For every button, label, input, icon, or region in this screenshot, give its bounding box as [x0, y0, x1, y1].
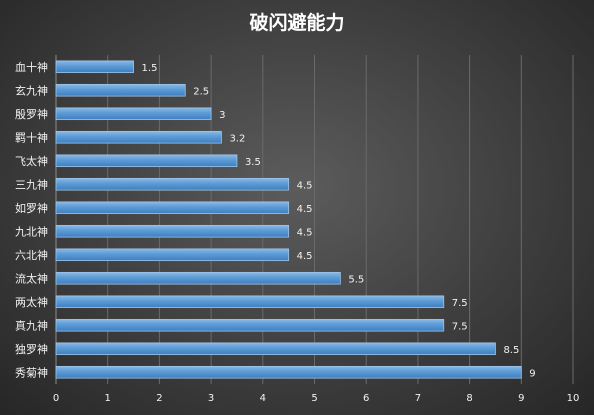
bar	[55, 107, 212, 121]
category-label: 独罗神	[15, 342, 48, 356]
bar	[55, 177, 290, 191]
data-label: 1.5	[142, 63, 158, 74]
chart-title: 破闪避能力	[249, 11, 344, 34]
data-label: 7.5	[452, 298, 468, 309]
bar-layer	[55, 60, 522, 379]
x-tick-label: 8	[466, 393, 472, 404]
data-label: 9	[529, 368, 535, 379]
bar	[55, 130, 222, 144]
data-label: 3.2	[229, 133, 245, 144]
bar	[55, 60, 134, 74]
data-label: 4.5	[297, 180, 313, 191]
data-label: 7.5	[452, 321, 468, 332]
data-label: 5.5	[348, 274, 364, 285]
category-label: 六北神	[15, 248, 48, 262]
x-tick-label: 1	[105, 393, 111, 404]
category-label: 流太神	[15, 271, 48, 285]
grid-layer	[55, 55, 574, 384]
x-tick-label: 6	[363, 393, 369, 404]
category-label: 羁十神	[15, 130, 48, 144]
bar	[55, 295, 445, 309]
category-label: 飞太神	[15, 154, 48, 168]
x-tick-label: 5	[311, 393, 317, 404]
bar	[55, 342, 496, 356]
category-label: 殷罗神	[15, 107, 48, 121]
data-label: 2.5	[193, 86, 209, 97]
bar	[55, 201, 290, 215]
category-label: 血十神	[15, 60, 48, 74]
bar	[55, 271, 341, 285]
data-label: 3	[219, 110, 225, 121]
x-tick-label: 0	[53, 393, 59, 404]
x-tick-label: 2	[156, 393, 162, 404]
label-layer: 0 1 2 3 4 5 6 7 8 9 10 血十神 1.5 玄九神 2.5 殷罗神 3 羁十神 3.2 飞太神 3.5…	[15, 60, 579, 404]
category-label: 玄九神	[15, 83, 48, 97]
category-label: 秀菊神	[15, 365, 48, 379]
data-label: 4.5	[297, 251, 313, 262]
data-label: 8.5	[503, 345, 519, 356]
bar	[55, 318, 445, 332]
bar	[55, 224, 290, 238]
data-label: 4.5	[297, 227, 313, 238]
bar	[55, 83, 186, 97]
x-tick-label: 7	[415, 393, 421, 404]
x-tick-label: 10	[567, 393, 580, 404]
category-label: 如罗神	[15, 201, 48, 215]
data-label: 4.5	[297, 204, 313, 215]
category-label: 三九神	[15, 177, 48, 191]
x-tick-label: 9	[518, 393, 524, 404]
bar	[55, 365, 522, 379]
x-tick-label: 4	[260, 393, 266, 404]
bar	[55, 154, 238, 168]
bar	[55, 248, 290, 262]
category-label: 两太神	[15, 295, 48, 309]
data-label: 3.5	[245, 157, 261, 168]
x-tick-label: 3	[208, 393, 214, 404]
category-label: 真九神	[15, 318, 48, 332]
category-label: 九北神	[15, 224, 48, 238]
